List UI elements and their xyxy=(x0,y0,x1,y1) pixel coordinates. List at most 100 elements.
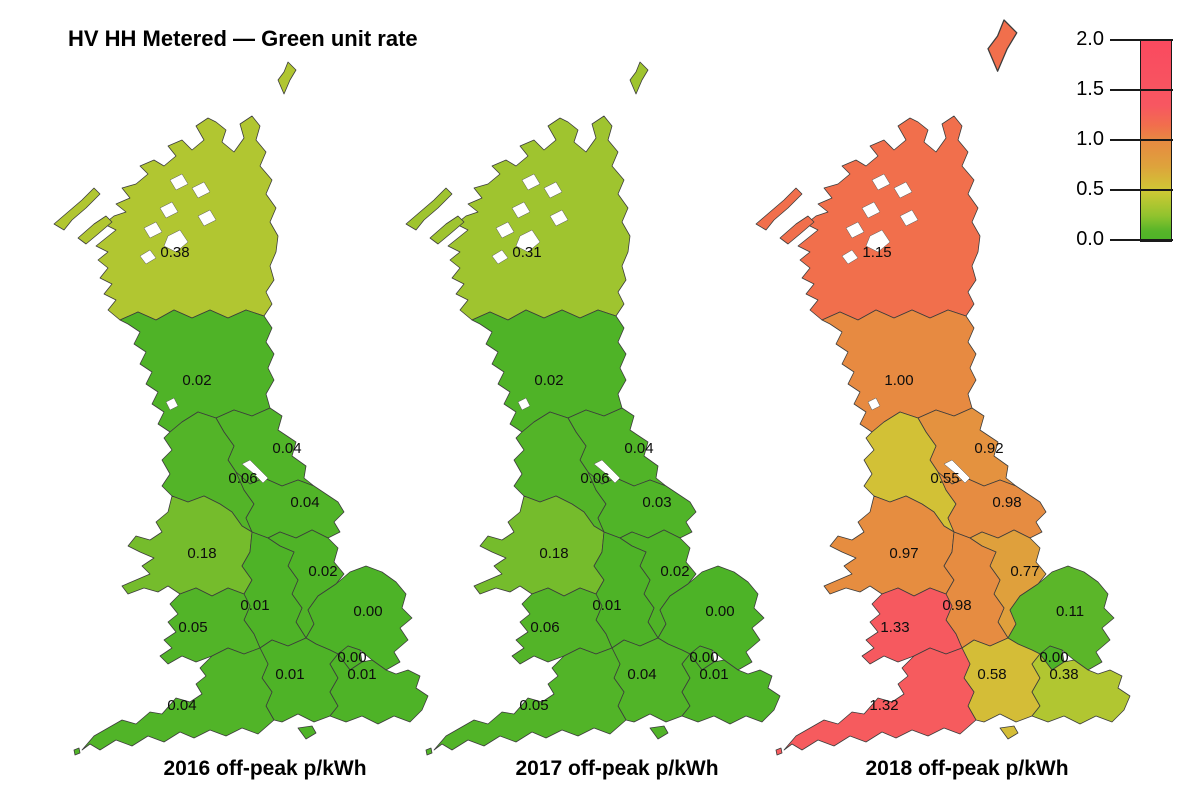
map-panel-2016: 0.38 0.02 0.04 0.06 0.04 0.18 0.02 0.01 0.00 0.05… xyxy=(20,60,450,800)
value-label-southern-2016: 0.01 xyxy=(275,666,304,683)
legend-tick-line-1.0 xyxy=(1110,139,1173,141)
coastal-gap-5-2016 xyxy=(197,209,217,227)
coastal-gap-2-2018 xyxy=(861,201,881,219)
value-label-south-west-2016: 0.04 xyxy=(167,697,196,714)
hebrides-outer-2016 xyxy=(53,187,101,231)
region-yorkshire-2017 xyxy=(587,471,697,539)
value-label-southern-2017: 0.04 xyxy=(627,666,656,683)
value-label-yorkshire-2017: 0.03 xyxy=(642,494,671,511)
value-label-south-west-2018: 1.32 xyxy=(869,697,898,714)
coastal-gap-3-2018 xyxy=(845,221,865,239)
region-merseyside-north-wales-2017 xyxy=(473,495,605,597)
legend-tick-label: 0.5 xyxy=(1076,178,1104,200)
value-label-south-wales-2016: 0.05 xyxy=(178,619,207,636)
region-north-scotland-2018 xyxy=(797,115,981,321)
isles-of-scilly-2017 xyxy=(425,747,433,756)
value-label-merseyside-north-wales-2016: 0.18 xyxy=(187,545,216,562)
value-label-south-east-2017: 0.01 xyxy=(699,666,728,683)
region-eastern-2017 xyxy=(657,565,765,671)
value-label-east-midlands-2017: 0.02 xyxy=(660,563,689,580)
hebrides-inner-2018 xyxy=(779,215,815,245)
value-label-south-wales-2017: 0.06 xyxy=(530,619,559,636)
value-label-south-west-2017: 0.05 xyxy=(519,697,548,714)
coastal-gap-5-2018 xyxy=(899,209,919,227)
value-label-london-2016: 0.00 xyxy=(337,649,366,666)
value-label-south-scotland-2017: 0.02 xyxy=(534,372,563,389)
coastal-gap-4-2017 xyxy=(515,229,541,253)
hebrides-outer-2017 xyxy=(405,187,453,231)
coastal-gap-8-2016 xyxy=(241,459,269,484)
value-label-north-scotland-2018: 1.15 xyxy=(862,244,891,261)
coastal-gap-5-2017 xyxy=(549,209,569,227)
hebrides-inner-2016 xyxy=(77,215,113,245)
map-caption-2016: 2016 off-peak p/kWh xyxy=(163,757,367,780)
region-merseyside-north-wales-2016 xyxy=(121,495,253,597)
value-label-south-east-2016: 0.01 xyxy=(347,666,376,683)
legend-gradient-bar xyxy=(1140,40,1172,242)
value-label-yorkshire-2018: 0.98 xyxy=(992,494,1021,511)
region-south-west-2018 xyxy=(783,647,977,751)
value-label-east-midlands-2018: 0.77 xyxy=(1010,563,1039,580)
isles-of-scilly-2016 xyxy=(73,747,81,756)
coastal-gap-4-2016 xyxy=(163,229,189,253)
value-label-north-east-2016: 0.04 xyxy=(272,440,301,457)
region-merseyside-north-wales-2018 xyxy=(823,495,955,597)
value-label-southern-2018: 0.58 xyxy=(977,666,1006,683)
region-yorkshire-2018 xyxy=(937,471,1047,539)
map-caption-2018: 2018 off-peak p/kWh xyxy=(865,757,1069,780)
value-label-london-2017: 0.00 xyxy=(689,649,718,666)
isle-of-wight-2017 xyxy=(649,725,669,740)
coastal-gap-2-2017 xyxy=(511,201,531,219)
value-label-london-2018: 0.00 xyxy=(1039,649,1068,666)
region-south-west-2016 xyxy=(81,647,275,751)
coastal-gap-4-2018 xyxy=(865,229,891,253)
legend-tick-line-1.5 xyxy=(1110,89,1173,91)
hebrides-inner-2017 xyxy=(429,215,465,245)
value-label-north-east-2018: 0.92 xyxy=(974,440,1003,457)
value-label-south-scotland-2018: 1.00 xyxy=(884,372,913,389)
region-yorkshire-2016 xyxy=(235,471,345,539)
coastal-gap-6-2017 xyxy=(491,249,509,265)
region-north-scotland-2016 xyxy=(95,115,279,321)
region-south-west-2017 xyxy=(433,647,627,751)
coastal-gap-0-2017 xyxy=(521,173,541,191)
coastal-gap-1-2016 xyxy=(191,181,211,199)
value-label-midlands-2018: 0.98 xyxy=(942,597,971,614)
value-label-east-midlands-2016: 0.02 xyxy=(308,563,337,580)
value-label-yorkshire-2016: 0.04 xyxy=(290,494,319,511)
legend-tick-line-0.5 xyxy=(1110,189,1173,191)
coastal-gap-6-2016 xyxy=(139,249,157,265)
region-south-east-2018 xyxy=(1031,653,1131,725)
legend-tick-line-2.0 xyxy=(1110,39,1173,41)
legend-tick-label: 2.0 xyxy=(1076,28,1104,50)
region-eastern-2018 xyxy=(1007,565,1115,671)
value-label-north-scotland-2017: 0.31 xyxy=(512,244,541,261)
coastal-gap-7-2016 xyxy=(165,397,179,411)
coastal-gap-0-2016 xyxy=(169,173,189,191)
map-2018-svg: 1.15 1.00 0.92 0.55 0.98 0.97 0.77 0.98 0.11 1.33… xyxy=(755,19,1131,756)
value-label-eastern-2017: 0.00 xyxy=(705,603,734,620)
coastal-gap-2-2016 xyxy=(159,201,179,219)
coastal-gap-3-2016 xyxy=(143,221,163,239)
shetland-2017 xyxy=(629,61,649,95)
legend-tick-label: 0.0 xyxy=(1076,228,1104,250)
value-label-midlands-2016: 0.01 xyxy=(240,597,269,614)
value-label-eastern-2016: 0.00 xyxy=(353,603,382,620)
coastal-gap-6-2018 xyxy=(841,249,859,265)
value-label-merseyside-north-wales-2017: 0.18 xyxy=(539,545,568,562)
value-label-south-scotland-2016: 0.02 xyxy=(182,372,211,389)
legend-tick-label: 1.0 xyxy=(1076,128,1104,150)
chart-title: HV HH Metered — Green unit rate xyxy=(68,26,418,51)
map-2016-svg: 0.380.020.040.060.040.180.020.01 0.000.05… xyxy=(53,61,429,756)
legend-tick-label: 1.5 xyxy=(1076,78,1104,100)
map-panel-2017: 0.31 0.02 0.04 0.06 0.03 0.18 0.02 0.01 0.00 0.06… xyxy=(372,60,802,800)
value-label-north-east-2017: 0.04 xyxy=(624,440,653,457)
coastal-gap-1-2017 xyxy=(543,181,563,199)
value-label-eastern-2018: 0.11 xyxy=(1056,603,1084,620)
shetland-2016 xyxy=(277,61,297,95)
value-label-south-east-2018: 0.38 xyxy=(1049,666,1078,683)
isles-of-scilly-2018 xyxy=(775,747,783,756)
coastal-gap-7-2018 xyxy=(867,397,881,411)
isle-of-wight-2018 xyxy=(999,725,1019,740)
coastal-gap-7-2017 xyxy=(517,397,531,411)
